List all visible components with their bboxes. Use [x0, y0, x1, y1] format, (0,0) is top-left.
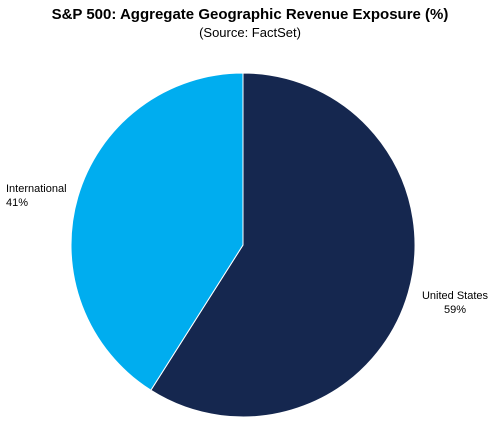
slice-label-international-value: 41% [6, 197, 29, 209]
chart-subtitle: (Source: FactSet) [199, 25, 301, 40]
slice-label-international: International 41% [6, 182, 67, 210]
slice-label-united-states-name: United States [421, 290, 489, 302]
slice-label-united-states-value: 59% [443, 304, 467, 316]
chart-title: S&P 500: Aggregate Geographic Revenue Ex… [51, 6, 449, 23]
pie-slice-united-states [150, 72, 416, 418]
slice-label-united-states: United States 59% [418, 289, 492, 317]
slice-label-international-name: International [6, 183, 67, 195]
pie-slice-international [70, 72, 244, 391]
